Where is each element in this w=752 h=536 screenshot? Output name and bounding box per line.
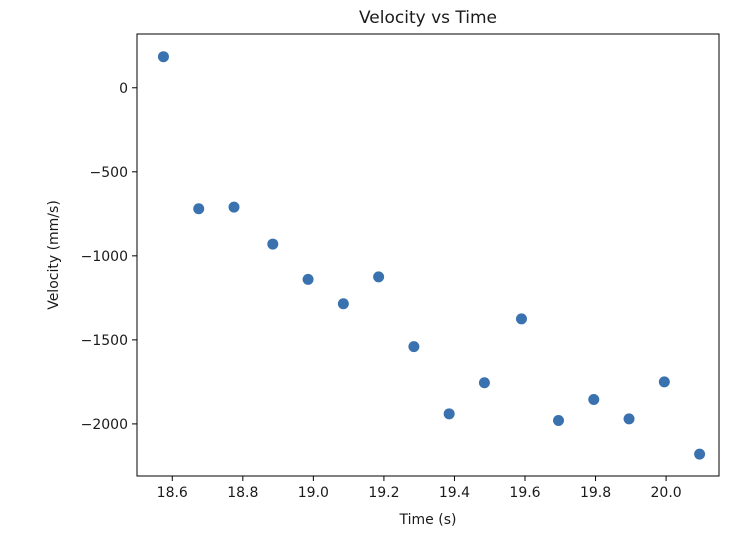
y-tick-label: −1500 xyxy=(81,333,128,349)
data-point xyxy=(267,238,279,250)
x-tick-label: 20.0 xyxy=(651,485,682,501)
y-tick-label: −500 xyxy=(90,165,128,181)
x-tick-label: 18.6 xyxy=(157,485,188,501)
data-point xyxy=(694,448,706,460)
y-tick-label: −2000 xyxy=(81,417,128,433)
y-tick-label: −1000 xyxy=(81,249,128,265)
data-point xyxy=(443,408,455,420)
data-point xyxy=(588,394,600,406)
y-tick-label: 0 xyxy=(119,81,128,97)
data-point xyxy=(658,376,670,388)
data-point xyxy=(228,201,240,213)
data-point xyxy=(623,413,635,425)
x-tick-label: 18.8 xyxy=(227,485,258,501)
data-point xyxy=(553,415,565,427)
data-point xyxy=(373,271,385,283)
data-points xyxy=(157,51,706,460)
data-point xyxy=(515,313,527,325)
x-tick-label: 19.4 xyxy=(439,485,470,501)
x-axis-title: Time (s) xyxy=(399,512,457,528)
x-tick-label: 19.0 xyxy=(298,485,329,501)
x-tick-label: 19.2 xyxy=(368,485,399,501)
data-point xyxy=(193,203,205,215)
x-tick-label: 19.8 xyxy=(580,485,611,501)
data-point xyxy=(337,298,349,310)
plot-area-frame xyxy=(136,33,720,477)
data-point xyxy=(157,51,169,63)
data-point xyxy=(408,341,420,353)
data-point xyxy=(478,377,490,389)
chart-title: Velocity vs Time xyxy=(359,8,497,28)
x-tick-label: 19.6 xyxy=(509,485,540,501)
y-axis-title: Velocity (mm/s) xyxy=(46,200,62,310)
y-axis: 0 −500 −1000 −1500 −2000 xyxy=(81,81,137,433)
data-point xyxy=(302,273,314,285)
x-axis: 18.6 18.8 19.0 19.2 19.4 19.6 19.8 20.0 xyxy=(157,476,682,501)
